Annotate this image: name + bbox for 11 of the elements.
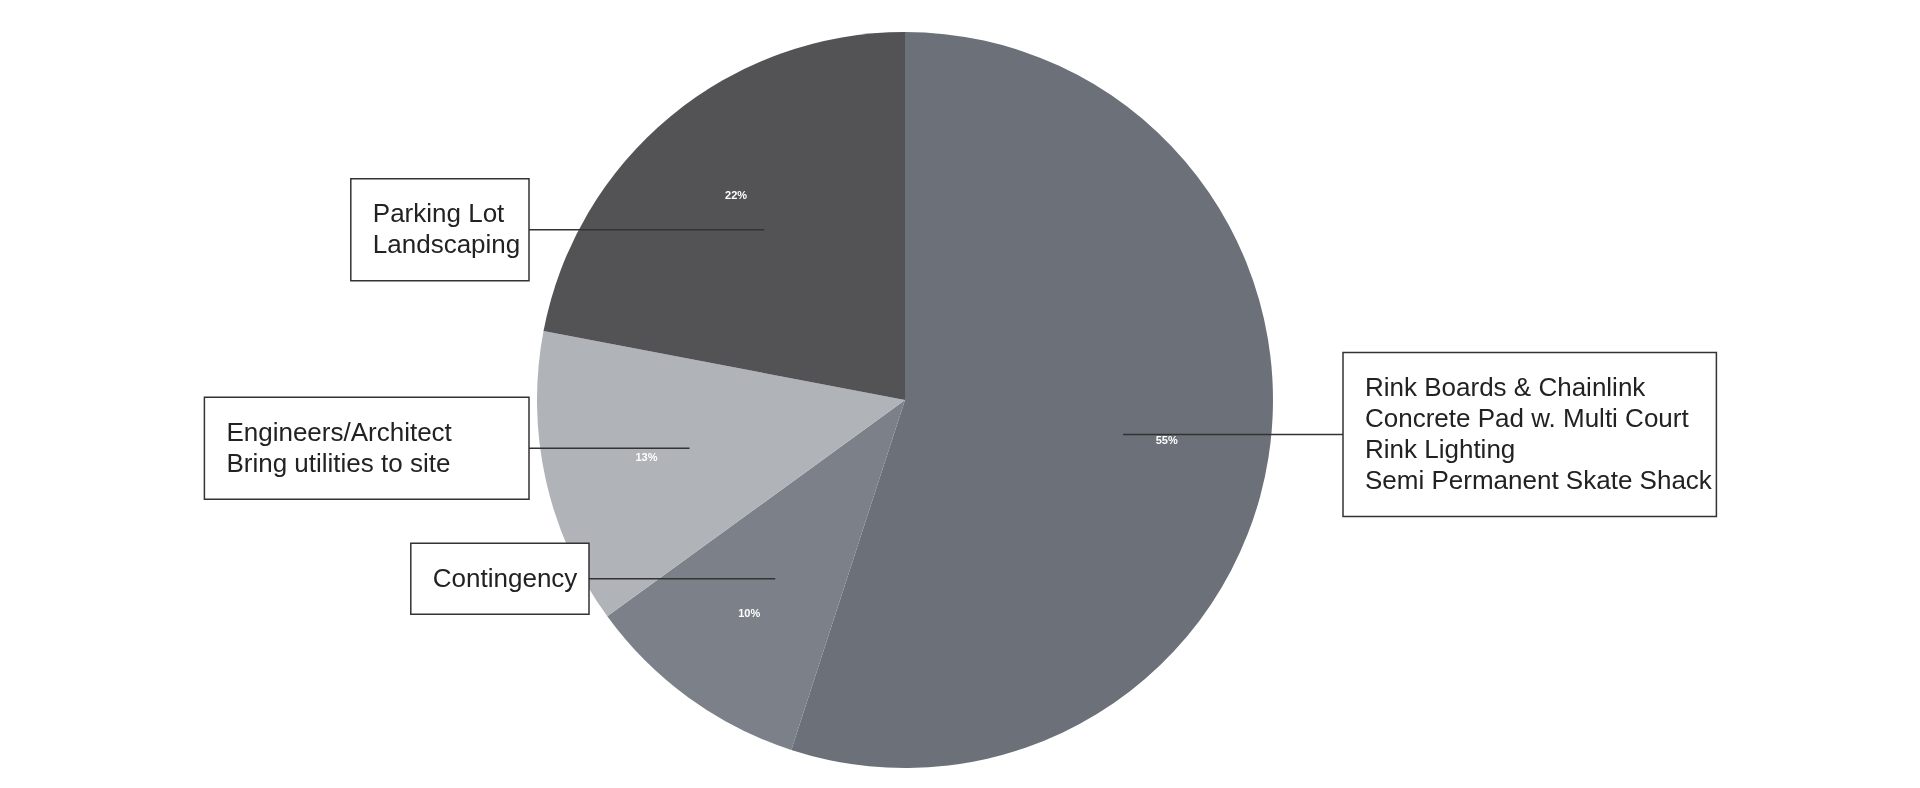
pie-slice	[607, 400, 905, 750]
slice-label: Parking Lot Landscaping	[372, 198, 521, 260]
data-label: 13%	[635, 450, 658, 463]
data-label: 22%	[725, 188, 748, 201]
slice-label: Contingency	[432, 562, 578, 593]
data-label: 55%	[1155, 434, 1178, 447]
pie-slice	[791, 32, 1273, 768]
slice-label: Engineers/Architect Bring utilities to site	[226, 416, 453, 478]
pie-slice	[543, 32, 905, 400]
slice-label: Rink Boards & Chainlink Concrete Pad w. Multi Court Rink Lighting Semi Permanent Skate Shack	[1365, 372, 1713, 496]
data-label: 10%	[738, 607, 761, 620]
